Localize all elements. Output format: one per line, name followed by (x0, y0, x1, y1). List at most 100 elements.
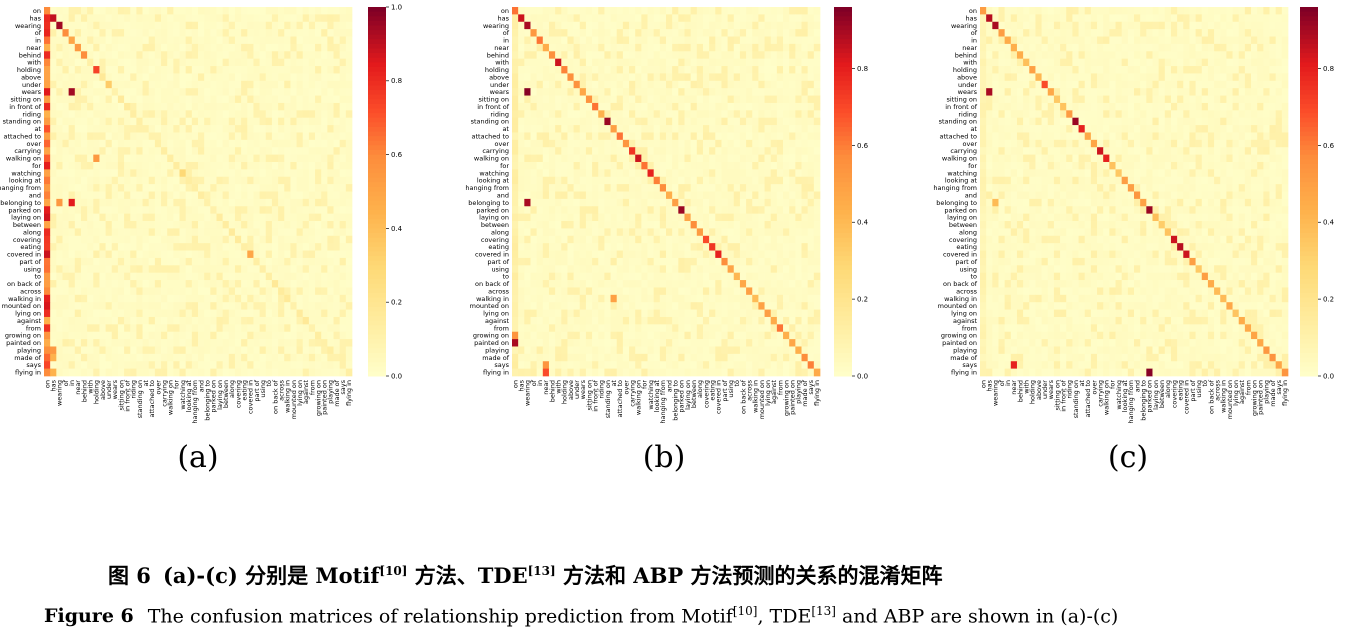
heatmap-cell (555, 117, 562, 126)
heatmap-cell (173, 250, 180, 259)
heatmap-cell (561, 66, 568, 74)
heatmap-cell (789, 169, 796, 178)
heatmap-cell (684, 309, 691, 318)
heatmap-cell (610, 95, 618, 104)
heatmap-cell (622, 206, 630, 214)
heatmap-cell (259, 346, 267, 355)
heatmap-cell (339, 154, 347, 163)
heatmap-cell (228, 206, 236, 214)
heatmap-cell (616, 294, 624, 303)
heatmap-cell (653, 66, 661, 74)
heatmap-cell (167, 125, 174, 133)
heatmap-cell (216, 88, 223, 96)
heatmap-cell (696, 316, 704, 325)
heatmap-cell (512, 206, 519, 214)
heatmap-cell (555, 339, 562, 347)
heatmap-cell (265, 221, 273, 229)
colorbar-segment (368, 173, 386, 179)
heatmap-cell (758, 88, 765, 96)
heatmap-cell (666, 243, 673, 251)
heatmap-cell (327, 95, 334, 104)
heatmap-cell (789, 117, 796, 126)
heatmap-cell (253, 265, 260, 274)
heatmap-cell (278, 51, 285, 60)
heatmap-cell (641, 132, 648, 141)
heatmap-cell (284, 316, 291, 325)
heatmap-cell (161, 88, 168, 96)
heatmap-cell (228, 272, 236, 281)
heatmap-cell (296, 95, 304, 104)
heatmap-cell (290, 243, 297, 251)
heatmap-cell (709, 265, 716, 274)
heatmap-cell (327, 339, 334, 347)
colorbar-segment (368, 53, 386, 59)
heatmap-cell (807, 132, 815, 141)
heatmap-cell (579, 43, 587, 52)
heatmap-cell (801, 73, 809, 82)
heatmap-cell (752, 206, 759, 214)
heatmap-cell (253, 228, 260, 237)
heatmap-cell (727, 58, 735, 67)
heatmap-cell (585, 206, 593, 214)
heatmap-cell (93, 272, 100, 281)
heatmap-cell (93, 7, 100, 15)
heatmap-cell (161, 339, 168, 347)
heatmap-cell (148, 139, 156, 148)
heatmap-cell (210, 287, 217, 296)
heatmap-cell (512, 198, 519, 207)
colorbar-segment (368, 311, 386, 317)
heatmap-cell (727, 139, 735, 148)
heatmap-cell (136, 80, 143, 89)
heatmap-cell (117, 139, 125, 148)
heatmap-cell (204, 316, 211, 325)
heatmap-cell (117, 132, 125, 141)
heatmap-cell (770, 66, 778, 74)
heatmap-cell (629, 213, 636, 222)
x-tick-label: on back of (271, 379, 279, 414)
heatmap-cell (247, 29, 254, 37)
heatmap-cell (315, 161, 322, 170)
heatmap-cell (50, 302, 57, 310)
heatmap-cell (161, 309, 168, 318)
heatmap-cell (99, 161, 106, 170)
heatmap-cell (801, 235, 809, 244)
heatmap-cell (179, 368, 187, 377)
heatmap-cell (198, 353, 205, 362)
heatmap-cell (308, 132, 316, 141)
heatmap-cell (345, 206, 353, 214)
heatmap-cell (709, 132, 716, 141)
heatmap-cell (204, 265, 211, 274)
heatmap-cell (598, 21, 605, 30)
heatmap-cell (592, 21, 599, 30)
heatmap-cell (185, 29, 193, 37)
heatmap-cell (696, 257, 704, 266)
heatmap-cell (813, 302, 821, 310)
heatmap-cell (210, 154, 217, 163)
heatmap-cell (776, 117, 784, 126)
heatmap-cell (50, 287, 57, 296)
heatmap-cell (80, 184, 88, 192)
heatmap-cell (579, 213, 587, 222)
heatmap-cell (198, 272, 205, 281)
heatmap-cell (598, 7, 605, 15)
heatmap-cell (622, 43, 630, 52)
heatmap-cell (74, 339, 82, 347)
heatmap-cell (598, 154, 605, 163)
heatmap-cell (758, 51, 765, 60)
heatmap-cell (616, 21, 624, 30)
heatmap-cell (44, 51, 51, 60)
heatmap-cell (672, 206, 679, 214)
heatmap-cell (198, 80, 205, 89)
heatmap-cell (234, 161, 242, 170)
heatmap-cell (727, 272, 735, 281)
heatmap-cell (813, 147, 821, 155)
heatmap-cell (585, 228, 593, 237)
heatmap-cell (315, 213, 322, 222)
heatmap-cell (629, 324, 636, 333)
heatmap-cell (752, 324, 759, 333)
heatmap-cell (56, 43, 63, 52)
heatmap-cell (93, 309, 100, 318)
heatmap-cell (50, 346, 57, 355)
heatmap-cell (610, 257, 618, 266)
heatmap-cell (136, 125, 143, 133)
